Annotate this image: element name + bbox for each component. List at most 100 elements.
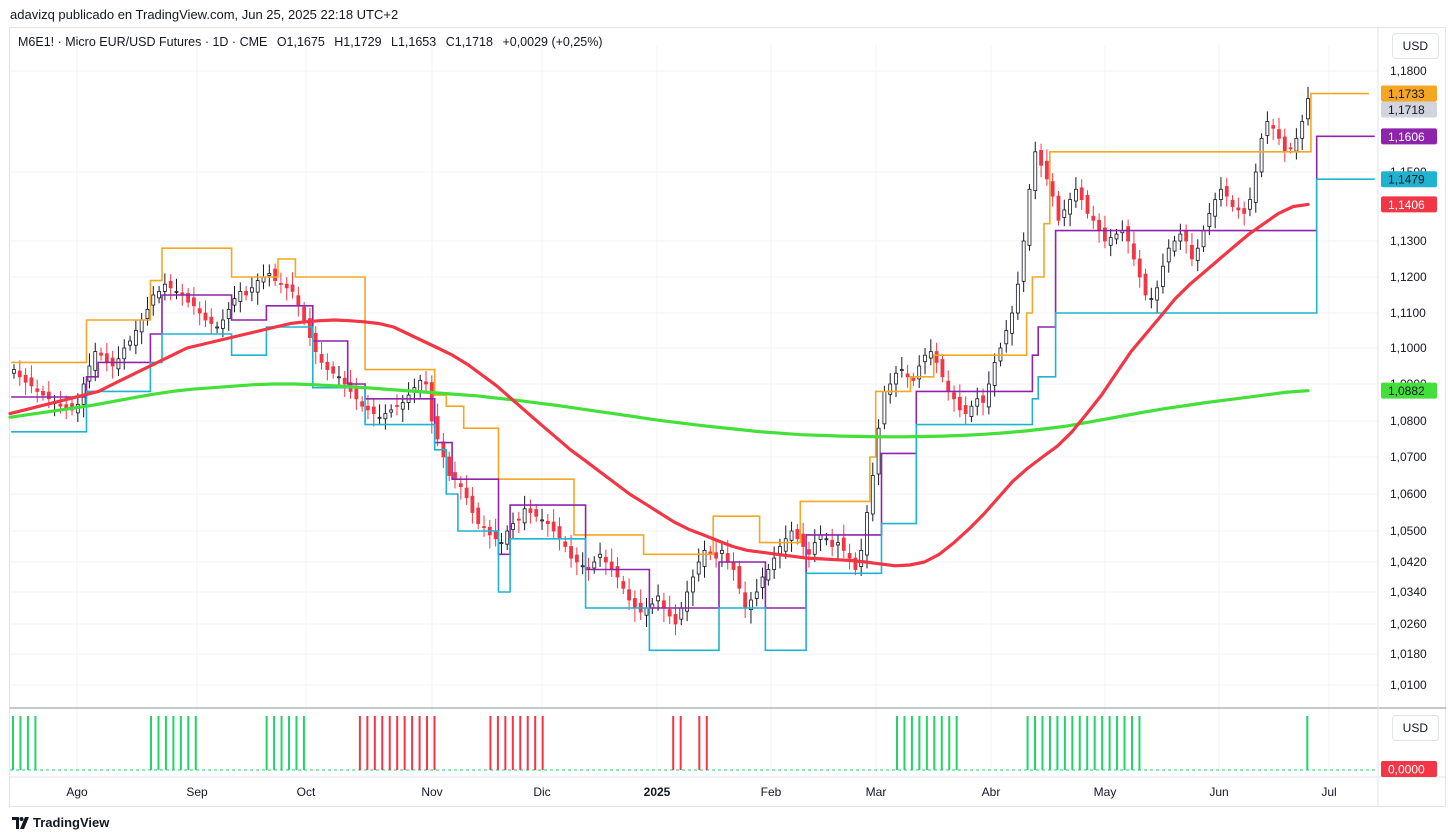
candle-body [574,554,579,563]
histogram-bar [955,716,958,770]
candle-body [209,316,214,324]
upper-band-line [11,92,1369,556]
histogram-bar [933,716,936,770]
histogram-bar [698,716,701,770]
histogram-bar [1071,716,1074,770]
price-label: 1,1718 [1388,103,1425,117]
candle-body [609,561,614,570]
x-tick-label: Ago [66,785,88,799]
candle-body [133,330,138,346]
x-tick-label: Oct [297,785,316,799]
histogram-bar [358,716,361,770]
symbol-title[interactable]: M6E1! · Micro EUR/USD Futures · 1D · CME [18,35,268,49]
candle-body [946,380,951,392]
candle-body [899,369,904,372]
histogram-bar [187,716,190,770]
histogram-bar [1138,716,1141,770]
histogram-bar [1093,716,1096,770]
candle-body [470,495,475,513]
candle-body [1062,209,1067,218]
histogram-bar [1063,716,1066,770]
candle-body [754,591,759,599]
candle-body [371,406,376,415]
candle-body [749,599,753,610]
candle-body [93,351,98,371]
brand-footer[interactable]: TradingView [12,815,109,830]
symbol-legend: M6E1! · Micro EUR/USD Futures · 1D · CME… [18,35,609,49]
candle-body [662,600,666,609]
histogram-bar [1034,716,1037,770]
candle-body [853,557,858,570]
candle-body [1068,199,1072,215]
candle-body [1236,207,1241,211]
indicator-currency-button[interactable]: USD [1391,715,1439,741]
candle-body [870,475,875,515]
price-label: 1,1606 [1388,130,1425,144]
candle-body [279,283,283,285]
histogram-bar [903,716,906,770]
y-tick-label: 1,1000 [1390,341,1427,355]
histogram-bar [672,716,675,770]
candle-body [540,519,544,522]
price-label-bg [1381,171,1437,188]
candle-body [1253,171,1258,203]
candle-body [377,416,382,419]
histogram-bar [150,716,153,770]
candle-body [760,576,765,588]
candle-body [981,395,985,403]
candle-body [186,293,190,303]
candle-body [1073,188,1078,202]
candle-body [128,340,132,346]
ema-slow-line [8,382,1310,439]
candle-body [882,390,887,425]
candle-body [522,508,527,524]
histogram-bar [288,716,291,770]
candle-body [139,319,144,333]
currency-button[interactable]: USD [1391,33,1439,59]
histogram-bar [1131,716,1133,770]
y-tick-label: 1,0600 [1390,487,1427,501]
candle-body [453,472,457,480]
candle-body [592,561,597,569]
candle-body [1201,230,1206,248]
candle-body [157,290,161,299]
candle-body [464,487,469,499]
histogram-bar [265,716,268,770]
candle-body [603,556,608,563]
candle-body [400,402,405,410]
candle-body [1259,137,1264,173]
candle-body [534,509,539,517]
histogram-bar [280,716,283,770]
candle-body [476,507,481,524]
histogram-bar [418,716,421,770]
candle-body [1108,237,1113,246]
histogram-bar [34,716,37,770]
brand-name: TradingView [33,815,110,830]
candle-body [865,512,869,556]
y-tick-label: 1,1300 [1390,234,1427,248]
histogram-bar [1026,716,1029,770]
candle-body [255,280,260,293]
candle-body [1242,208,1247,214]
candle-body [940,359,945,378]
candle-body [429,382,434,422]
candle-body [58,403,63,407]
candle-body [894,372,898,385]
candle-body [1166,247,1171,263]
candle-body [557,526,562,540]
x-tick-label: Feb [761,785,782,799]
candle-body [1039,150,1043,166]
candle-body [99,352,103,356]
candle-body [238,290,243,302]
candle-body [122,347,127,360]
candle-body [1207,212,1212,227]
candle-body [389,409,394,413]
histogram-bar [273,716,276,770]
y-tick-label: 1,1100 [1390,306,1426,320]
candle-body [325,361,330,370]
candle-body [284,283,289,289]
candle-body [1015,283,1020,314]
candle-body [1161,265,1165,287]
candle-body [23,374,28,383]
